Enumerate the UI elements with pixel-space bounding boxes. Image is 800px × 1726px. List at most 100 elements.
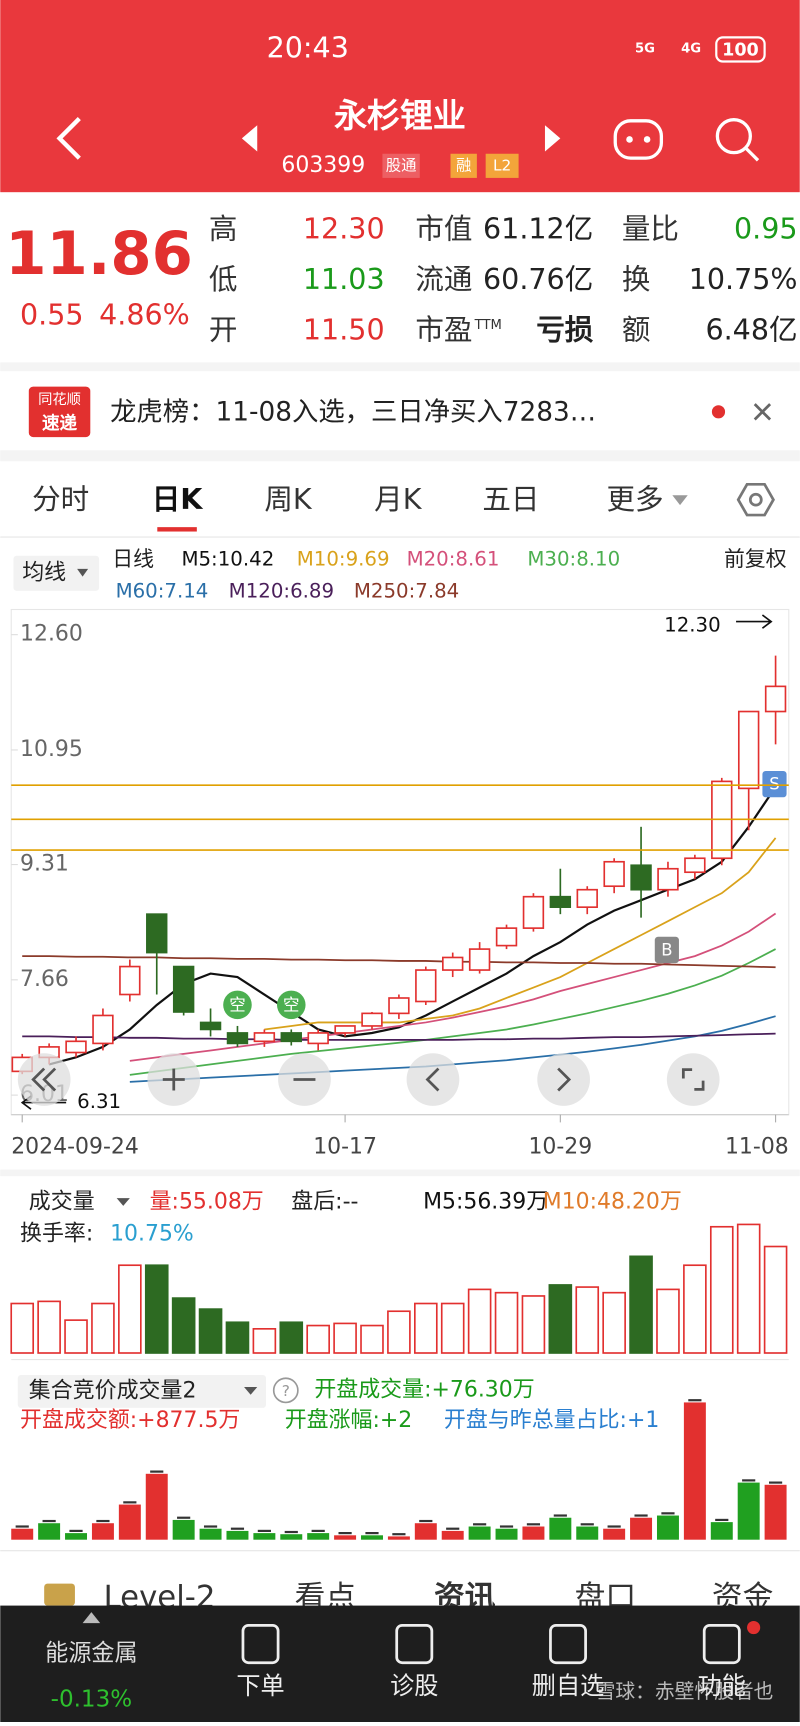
help-glyph: ? — [282, 1382, 290, 1400]
candle-body — [280, 1032, 302, 1043]
candle-body — [442, 956, 464, 971]
help-icon[interactable] — [272, 1377, 299, 1404]
stat-value: 0.95 — [734, 212, 798, 246]
candle-body — [549, 895, 572, 908]
y-tick-label: 10.95 — [20, 737, 83, 762]
nav-label[interactable]: 删自选 — [532, 1672, 604, 1700]
volume-stat: M5:56.39万 — [423, 1190, 548, 1215]
auction-bar — [361, 1535, 383, 1540]
candle-body — [603, 860, 625, 888]
stat-value: 11.50 — [303, 313, 385, 347]
stat-value: 61.12亿 — [483, 212, 593, 246]
fullscreen-btn[interactable] — [666, 1053, 720, 1106]
auction-bar — [441, 1530, 464, 1540]
robot-icon[interactable] — [613, 119, 664, 160]
change: 0.55 — [20, 297, 84, 331]
signal-badge — [654, 936, 679, 964]
close[interactable] — [753, 403, 772, 421]
turnover-label: 换手率: — [20, 1221, 93, 1246]
candle-body — [65, 1040, 87, 1054]
volume-bar — [279, 1321, 304, 1354]
ma-line — [22, 1032, 776, 1041]
auction-bar — [764, 1484, 787, 1540]
battery — [715, 36, 766, 63]
volume-bar — [64, 1319, 88, 1354]
auction-bar — [656, 1515, 679, 1540]
panel-title[interactable]: 成交量 — [29, 1190, 95, 1215]
nav-label[interactable]: 诊股 — [390, 1672, 438, 1700]
candle-body — [684, 857, 706, 874]
auction-bar — [710, 1522, 733, 1540]
stat-label: 额 — [622, 313, 651, 347]
candle-body — [415, 969, 437, 1003]
tab[interactable]: 分时 — [32, 482, 89, 516]
sector[interactable]: 能源金属 — [45, 1640, 137, 1666]
nav-dot — [747, 1620, 761, 1635]
selector[interactable] — [17, 1374, 267, 1408]
badge — [382, 153, 420, 178]
candle-body — [576, 888, 598, 908]
x-tick-label: 11-08 — [725, 1135, 789, 1160]
auction-bar — [226, 1530, 249, 1540]
tab[interactable]: 月K — [374, 482, 423, 516]
candle-body — [92, 1014, 114, 1045]
volume-bar — [548, 1284, 573, 1354]
settings-icon[interactable] — [736, 482, 775, 517]
ma-selector[interactable] — [13, 555, 100, 591]
auction-bar — [172, 1519, 195, 1540]
auction-bar — [549, 1517, 572, 1540]
candle-body — [495, 927, 518, 947]
auction-bar — [683, 1402, 706, 1540]
badge-text: 融 — [456, 156, 471, 174]
tab[interactable]: 周K — [264, 482, 313, 516]
gap — [0, 1169, 800, 1177]
y-tick-label: 12.60 — [20, 622, 83, 647]
tab[interactable]: 更多 — [606, 482, 663, 516]
stock-code: 603399 — [281, 153, 365, 178]
auction-stat: 开盘与昨总量占比:+1 — [444, 1408, 659, 1433]
tab[interactable]: 日K — [152, 482, 204, 516]
auction-bar — [307, 1533, 330, 1540]
stock-name: 永杉锂业 — [334, 96, 466, 135]
search-icon[interactable] — [715, 118, 760, 162]
news-logo — [28, 386, 91, 438]
news-text[interactable]: 龙虎榜：11-08入选，三日净买入7283… — [110, 397, 596, 427]
nav-label[interactable]: 下单 — [236, 1672, 284, 1700]
legend: M5:10.42 M10:9.69 M20:8.61 M30:8.10 M60:7.14… — [116, 548, 621, 603]
legend-entry: M250:7.84 — [354, 579, 459, 602]
volume-bar — [683, 1264, 707, 1354]
nav-icon — [241, 1623, 280, 1665]
nav-label[interactable]: 功能 — [698, 1672, 746, 1700]
next-btn[interactable] — [537, 1053, 590, 1106]
candle-body — [630, 864, 652, 891]
ma-line — [264, 837, 777, 1031]
badge-text: L2 — [493, 156, 511, 174]
turnover-value: 10.75% — [110, 1221, 194, 1246]
stat-label: 市值 — [415, 212, 472, 246]
stat-label: 换 — [622, 262, 651, 296]
volume-bar — [629, 1255, 653, 1354]
x-tick-label: 10-17 — [313, 1135, 377, 1160]
price: 11.86 — [5, 219, 193, 288]
tab[interactable]: 五日 — [482, 482, 539, 516]
high-label: 12.30 — [664, 613, 721, 636]
auction-stat: 开盘成交额:+877.5万 — [20, 1408, 240, 1433]
prev-btn[interactable] — [406, 1053, 460, 1106]
volume-bar — [763, 1245, 788, 1354]
badge-text: 股通 — [386, 156, 417, 174]
adjust[interactable]: 前复权 — [724, 547, 787, 571]
auction-bar — [387, 1536, 410, 1540]
nav-icon — [549, 1623, 587, 1665]
nav-icon — [702, 1623, 741, 1665]
ma-line — [129, 948, 776, 1076]
dropdown — [244, 1387, 258, 1395]
net: 4G — [681, 41, 701, 56]
watermark: 雪球：赤壁怀股者也 — [596, 1680, 774, 1703]
stat-value: 12.30 — [303, 212, 385, 246]
stats: 高 12.30 市值 61.12亿 量比 0.95 低 11.03 流通 60.76亿换 10.75… — [209, 212, 798, 347]
gap — [0, 362, 800, 372]
unread-dot — [711, 405, 726, 419]
back[interactable] — [56, 117, 81, 160]
signal: 空 — [283, 995, 299, 1014]
